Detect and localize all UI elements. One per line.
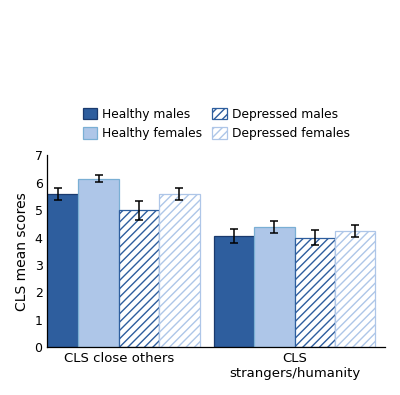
Bar — [214, 236, 254, 347]
Bar — [119, 210, 159, 347]
Bar — [254, 227, 295, 347]
Bar — [335, 231, 376, 347]
Y-axis label: CLS mean scores: CLS mean scores — [15, 192, 29, 310]
Bar — [78, 179, 119, 347]
Bar — [295, 238, 335, 347]
Bar — [38, 194, 78, 347]
Legend: Healthy males, Healthy females, Depressed males, Depressed females: Healthy males, Healthy females, Depresse… — [79, 104, 353, 143]
Bar — [159, 194, 200, 347]
